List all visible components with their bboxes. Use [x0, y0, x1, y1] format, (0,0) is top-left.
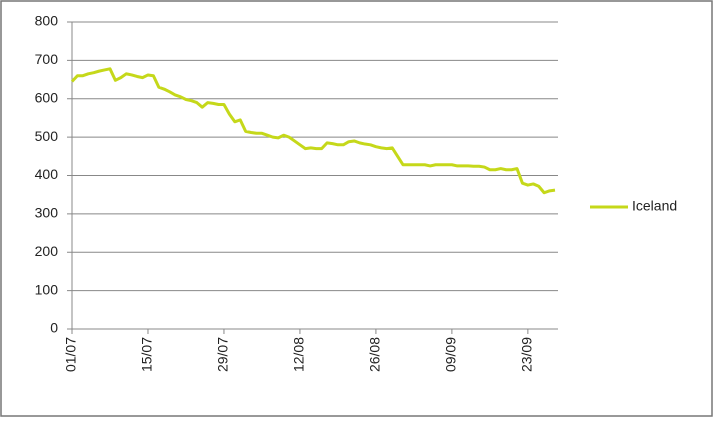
x-tick-label: 15/07: [139, 337, 155, 372]
x-tick-label: 26/08: [367, 337, 383, 372]
x-tick-label: 12/08: [291, 337, 307, 372]
legend-label: Iceland: [632, 198, 677, 214]
y-tick-label: 600: [35, 89, 59, 105]
y-tick-label: 500: [35, 128, 59, 144]
y-tick-label: 0: [50, 320, 58, 336]
y-tick-label: 400: [35, 166, 59, 182]
y-tick-label: 100: [35, 281, 59, 297]
y-tick-label: 200: [35, 243, 59, 259]
y-tick-label: 800: [35, 13, 59, 29]
line-series: [70, 67, 556, 195]
x-tick-label: 29/07: [215, 337, 231, 372]
y-tick-label: 700: [35, 51, 59, 67]
x-tick-label: 01/07: [63, 337, 79, 372]
x-tick-label: 09/09: [443, 337, 459, 372]
x-tick-label: 23/09: [519, 337, 535, 372]
y-tick-label: 300: [35, 205, 59, 221]
